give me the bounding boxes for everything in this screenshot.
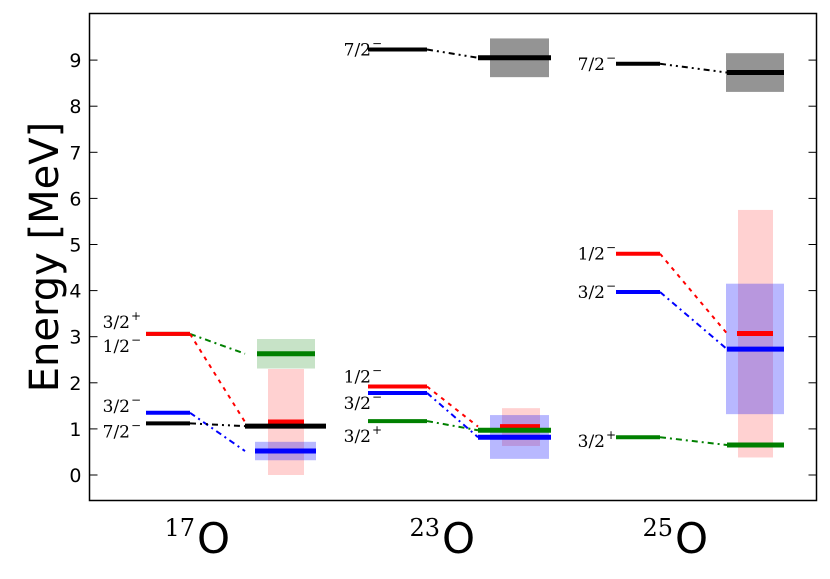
connector-line [426, 385, 479, 428]
state-label-superscript: + [131, 309, 141, 323]
state-labels: 3/2 +1/2 −3/2 −7/2 −7/2 −1/2 −3/2 −3/2 +7/2 −1/2−… [103, 36, 616, 452]
state-label: 3/2 [344, 394, 371, 414]
theory-uncertainty-bands [255, 38, 784, 475]
state-label-superscript: − [372, 390, 382, 404]
state-label-superscript: + [606, 428, 616, 442]
connector-line [189, 333, 246, 423]
connector-lines [189, 48, 728, 452]
state-label: 7/2 [578, 55, 605, 75]
y-tick-label: 7 [69, 142, 81, 164]
connector-line [659, 291, 728, 350]
state-label-superscript: − [131, 393, 141, 407]
y-tick-label: 2 [69, 373, 81, 395]
state-label-superscript: − [606, 51, 616, 65]
connector-line [189, 332, 246, 355]
state-label: 1/2 [103, 337, 130, 357]
isotope-symbol: O [675, 514, 708, 563]
isotope-mass-number: 23 [409, 514, 440, 542]
isotope-symbol: O [197, 514, 230, 563]
plot-frame [88, 12, 818, 502]
state-label-superscript: − [606, 241, 616, 255]
connector-line [659, 436, 728, 447]
state-label-superscript: + [372, 423, 382, 437]
y-axis-label: Energy [MeV] [22, 122, 68, 392]
state-label-superscript: − [131, 418, 141, 432]
state-label: 7/2 [344, 40, 371, 60]
connector-line [426, 420, 479, 432]
y-tick-label: 6 [69, 188, 81, 210]
connector-line [426, 48, 479, 59]
isotope-symbol: O [442, 514, 475, 563]
y-tick-label: 4 [69, 281, 81, 303]
y-tick-label: 1 [69, 419, 81, 441]
state-label-superscript: − [606, 279, 616, 293]
energy-levels [146, 47, 784, 454]
isotope-mass-number: 17 [164, 514, 195, 542]
isotope-labels: 17 O 23 O 25 O [164, 514, 708, 563]
state-label: 3/2 [103, 313, 130, 333]
state-label: 1/2 [344, 367, 371, 387]
y-tick-label: 9 [69, 50, 81, 72]
state-label: 1/2 [578, 245, 605, 265]
connector-line [426, 392, 479, 438]
state-label: 7/2 [103, 422, 130, 442]
y-tick-label: 3 [69, 327, 81, 349]
state-label: 3/2 [578, 432, 605, 452]
state-label-superscript: − [372, 36, 382, 50]
state-label-superscript: − [372, 363, 382, 377]
y-tick-label: 5 [69, 235, 81, 257]
state-label-superscript: − [131, 333, 141, 347]
isotope-mass-number: 25 [642, 514, 673, 542]
state-label: 3/2 [344, 427, 371, 447]
connector-line [189, 422, 246, 428]
state-label: 3/2 [578, 283, 605, 303]
connector-line [659, 62, 728, 74]
y-axis: 0 1 2 3 4 5 6 7 8 9 [69, 50, 817, 487]
connector-line [189, 411, 246, 452]
y-tick-label: 0 [69, 465, 81, 487]
state-label: 3/2 [103, 397, 130, 417]
y-tick-label: 8 [69, 96, 81, 118]
connector-line [659, 253, 728, 335]
